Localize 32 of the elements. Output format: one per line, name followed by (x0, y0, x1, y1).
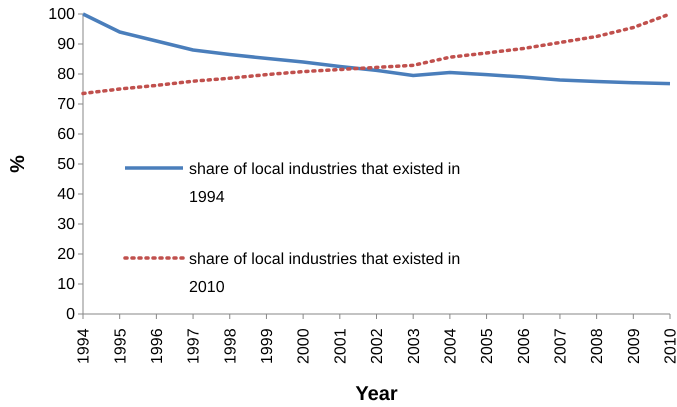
x-tick-label: 2003 (406, 328, 423, 364)
x-tick-label: 1998 (222, 328, 240, 364)
x-tick-label: 1995 (112, 328, 130, 364)
y-tick-label: 10 (57, 276, 76, 294)
y-tick-label: 100 (48, 6, 76, 24)
x-tick-label: 2008 (589, 328, 606, 364)
y-tick-label: 90 (57, 36, 76, 54)
x-tick-label: 2002 (369, 328, 386, 364)
y-axis-title: % (7, 154, 29, 173)
legend-label: share of local industries that existed in 1994 (189, 161, 460, 206)
x-tick-label: 2006 (516, 328, 533, 364)
y-tick-label: 50 (57, 156, 76, 174)
y-tick-label: 80 (57, 66, 76, 84)
x-tick-label: 2001 (332, 328, 350, 364)
x-tick-label: 2000 (296, 328, 313, 364)
x-tick-label: 2009 (626, 328, 643, 364)
y-tick-label: 60 (57, 126, 76, 144)
x-tick-label: 1997 (186, 328, 203, 364)
y-tick-label: 40 (57, 186, 76, 204)
y-tick-label: 70 (57, 96, 76, 114)
y-tick-label: 0 (66, 306, 76, 324)
x-tick-label: 2010 (662, 328, 677, 364)
x-tick-label: 1999 (259, 328, 276, 364)
x-tick-label: 2005 (479, 328, 496, 364)
x-tick-label: 1996 (148, 328, 166, 364)
legend-label: share of local industries that existed in 2010 (189, 251, 460, 296)
x-axis-title: Year (355, 383, 398, 405)
x-tick-label: 2004 (442, 328, 460, 364)
y-tick-label: 20 (57, 246, 76, 264)
y-tick-label: 30 (57, 216, 76, 234)
x-tick-label: 1994 (76, 328, 93, 364)
x-tick-label: 2007 (552, 328, 570, 364)
